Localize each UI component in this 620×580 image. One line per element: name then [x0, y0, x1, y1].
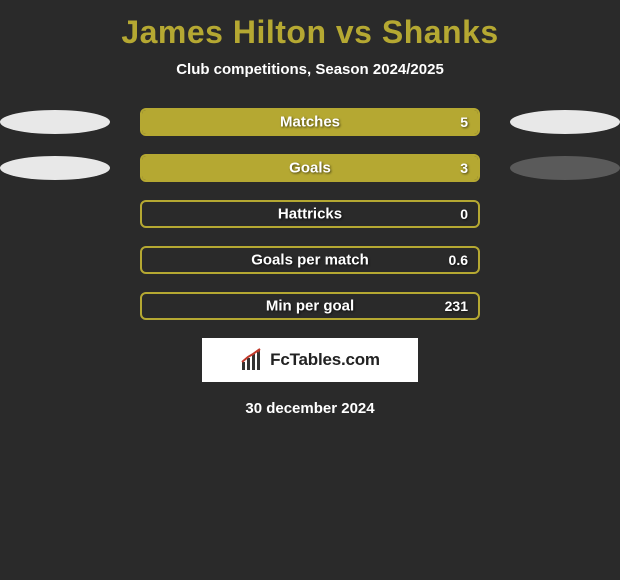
player2-oval: [510, 110, 620, 134]
stat-label: Min per goal: [266, 298, 354, 315]
player2-oval: [510, 156, 620, 180]
stat-row: Goals 3: [0, 154, 620, 182]
stat-bar: Goals 3: [140, 154, 480, 182]
date-label: 30 december 2024: [0, 400, 620, 417]
stat-bar: Hattricks 0: [140, 200, 480, 228]
oval-spacer: [0, 294, 110, 318]
stat-row: Goals per match 0.6: [0, 246, 620, 274]
stat-value: 5: [460, 114, 468, 130]
stat-value: 3: [460, 160, 468, 176]
subtitle: Club competitions, Season 2024/2025: [0, 61, 620, 108]
oval-spacer: [0, 248, 110, 272]
stat-row: Matches 5: [0, 108, 620, 136]
oval-spacer: [510, 248, 620, 272]
stat-value: 0.6: [449, 252, 468, 268]
stat-bar: Min per goal 231: [140, 292, 480, 320]
page-title: James Hilton vs Shanks: [0, 8, 620, 61]
stats-container: Matches 5 Goals 3 Hattricks 0 Goals per match 0…: [0, 108, 620, 320]
stat-label: Matches: [280, 114, 340, 131]
fctables-logo[interactable]: FcTables.com: [202, 338, 418, 382]
stat-label: Hattricks: [278, 206, 342, 223]
stat-label: Goals per match: [251, 252, 369, 269]
bar-chart-icon: [240, 348, 264, 372]
stat-label: Goals: [289, 160, 331, 177]
logo-text: FcTables.com: [270, 350, 380, 370]
oval-spacer: [510, 202, 620, 226]
player1-oval: [0, 110, 110, 134]
stat-bar: Matches 5: [140, 108, 480, 136]
stat-value: 0: [460, 206, 468, 222]
oval-spacer: [510, 294, 620, 318]
stat-row: Hattricks 0: [0, 200, 620, 228]
stat-value: 231: [445, 298, 468, 314]
player1-oval: [0, 156, 110, 180]
stat-row: Min per goal 231: [0, 292, 620, 320]
stat-bar: Goals per match 0.6: [140, 246, 480, 274]
oval-spacer: [0, 202, 110, 226]
